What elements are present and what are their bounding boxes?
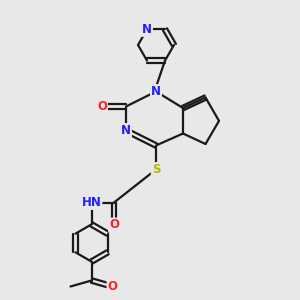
Text: N: N: [121, 124, 131, 137]
Text: S: S: [152, 163, 160, 176]
Text: O: O: [107, 280, 118, 293]
Text: O: O: [109, 218, 119, 232]
Text: O: O: [97, 100, 107, 113]
Text: N: N: [151, 85, 161, 98]
Text: N: N: [142, 23, 152, 36]
Text: HN: HN: [82, 196, 101, 209]
